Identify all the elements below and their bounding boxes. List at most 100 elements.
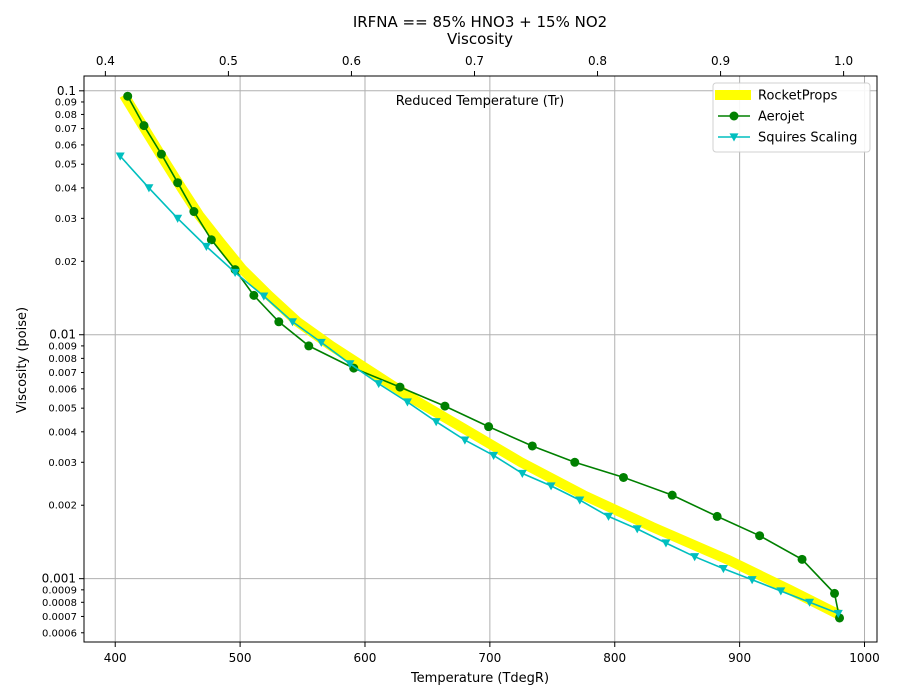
- top-tick-label: 0.6: [342, 54, 361, 68]
- data-point: [374, 380, 384, 389]
- y-major-tick-label: 0.1: [57, 84, 76, 98]
- data-point: [156, 149, 166, 159]
- x-axis-label: Temperature (TdegR): [410, 671, 549, 686]
- y-minor-tick-label: 0.03: [55, 214, 77, 225]
- y-minor-tick-label: 0.08: [55, 110, 77, 121]
- data-point: [115, 152, 125, 161]
- legend-label: Aerojet: [758, 110, 804, 125]
- data-point: [304, 341, 314, 351]
- y-minor-tick-label: 0.07: [55, 124, 77, 135]
- data-point: [712, 511, 722, 521]
- series-line: [119, 92, 842, 620]
- legend-item-squires-scaling: Squires Scaling: [718, 131, 857, 146]
- data-point: [604, 512, 614, 521]
- legend-label: Squires Scaling: [758, 131, 857, 146]
- data-point: [830, 588, 840, 598]
- axes: 400 500 600 700 800 900 1000 0.4 0.5 0.6 0.7 0.8 0.9…: [42, 54, 880, 665]
- data-point: [570, 457, 580, 467]
- data-point: [805, 598, 815, 607]
- y-minor-tick-label: 0.09: [55, 97, 77, 108]
- y-minor-tick-label: 0.0008: [42, 598, 77, 609]
- legend-label: RocketProps: [758, 89, 838, 104]
- data-point: [395, 382, 405, 392]
- y-minor-tick-label: 0.002: [48, 501, 77, 512]
- data-point: [189, 207, 199, 217]
- chart-title: IRFNA == 85% HNO3 + 15% NO2: [353, 13, 607, 31]
- y-minor-tick-label: 0.008: [48, 354, 77, 365]
- grid: [84, 76, 877, 642]
- data-point: [484, 422, 494, 432]
- data-point: [173, 178, 183, 188]
- data-point: [139, 121, 149, 131]
- y-minor-tick-label: 0.007: [48, 368, 77, 379]
- data-point: [230, 268, 240, 277]
- x-tick-label: 800: [603, 651, 626, 665]
- data-point: [259, 292, 269, 301]
- data-point: [349, 363, 359, 373]
- data-point: [527, 441, 537, 451]
- data-point: [431, 418, 441, 427]
- y-minor-tick-label: 0.0009: [42, 585, 77, 596]
- y-major-tick-label: 0.01: [49, 328, 76, 342]
- data-point: [755, 531, 765, 541]
- y-minor-tick-label: 0.006: [48, 384, 77, 395]
- plot-frame: [83, 75, 878, 643]
- data-point: [797, 554, 807, 564]
- y-minor-tick-label: 0.05: [55, 160, 77, 171]
- y-major-tick-label: 0.001: [42, 572, 76, 586]
- top-tick-label: 0.8: [588, 54, 607, 68]
- data-point: [402, 398, 412, 407]
- series-squires-scaling: [115, 152, 843, 618]
- data-point: [667, 490, 677, 500]
- x-tick-label: 900: [728, 651, 751, 665]
- top-tick-label: 0.7: [465, 54, 484, 68]
- data-point: [345, 360, 355, 369]
- top-tick-label: 0.5: [219, 54, 238, 68]
- y-minor-tick-label: 0.003: [48, 458, 77, 469]
- series-line: [126, 95, 841, 619]
- data-point: [206, 235, 216, 245]
- data-point: [123, 91, 133, 101]
- data-point: [575, 496, 585, 505]
- x-tick-label: 600: [354, 651, 377, 665]
- data-point: [274, 317, 284, 327]
- y-minor-tick-label: 0.02: [55, 257, 77, 268]
- data-point: [632, 525, 642, 534]
- top-tick-label: 1.0: [834, 54, 853, 68]
- series-aerojet: [123, 91, 845, 623]
- legend-item-rocketprops: RocketProps: [715, 89, 838, 104]
- data-point: [440, 401, 450, 411]
- top-axis-label: Reduced Temperature (Tr): [396, 94, 564, 109]
- legend-marker: [729, 111, 739, 121]
- data-point: [460, 436, 470, 445]
- top-tick-label: 0.4: [96, 54, 115, 68]
- y-minor-tick-label: 0.005: [48, 404, 77, 415]
- data-point: [833, 609, 843, 618]
- legend-box: [712, 82, 871, 153]
- top-tick-label: 0.9: [711, 54, 730, 68]
- data-point: [517, 469, 527, 478]
- y-axis-label: Viscosity (poise): [15, 307, 30, 413]
- y-minor-tick-label: 0.04: [55, 183, 77, 194]
- series-line: [119, 155, 839, 615]
- data-point: [747, 576, 757, 585]
- x-tick-label: 700: [478, 651, 501, 665]
- y-minor-tick-label: 0.06: [55, 140, 77, 151]
- legend-marker: [729, 133, 739, 142]
- data-point: [776, 587, 786, 596]
- data-point: [690, 553, 700, 562]
- data-point: [249, 290, 259, 300]
- series-rocketprops: [119, 92, 842, 620]
- data-point: [718, 564, 728, 574]
- data-point: [618, 472, 628, 482]
- x-tick-label: 1000: [849, 651, 880, 665]
- data-point: [489, 451, 499, 460]
- chart-subtitle: Viscosity: [447, 30, 513, 48]
- y-minor-tick-label: 0.0007: [42, 612, 77, 623]
- data-point: [316, 338, 326, 347]
- series-layer: [115, 91, 845, 623]
- data-point: [144, 184, 154, 193]
- x-tick-label: 500: [229, 651, 252, 665]
- legend: RocketProps Aerojet Squires Scaling: [712, 82, 871, 153]
